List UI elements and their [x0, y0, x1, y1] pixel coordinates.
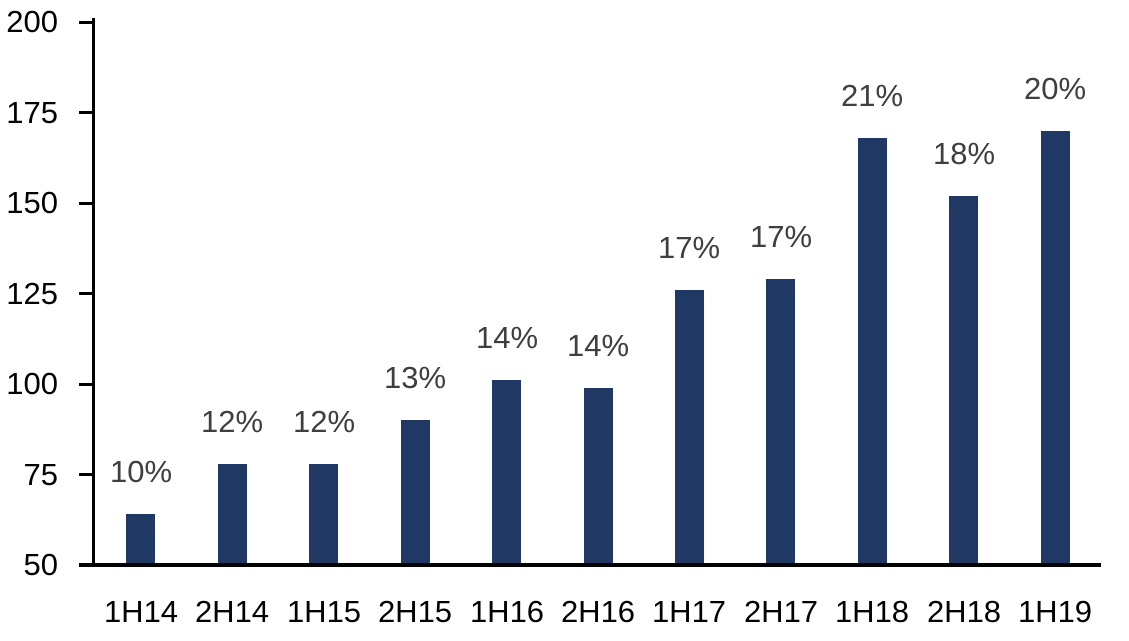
x-axis-category-label: 1H15: [286, 594, 362, 629]
x-axis-category-label: 2H17: [743, 594, 819, 629]
x-axis-category-label: 1H16: [469, 594, 545, 629]
y-axis-tick-label: 200: [6, 4, 58, 39]
bar-value-label: 10%: [109, 454, 173, 489]
y-axis-tick-label: 50: [23, 547, 58, 582]
y-axis-tick: [79, 202, 95, 205]
y-axis-tick: [79, 21, 95, 24]
y-axis-tick-label: 75: [23, 457, 58, 492]
bar-value-label: 13%: [383, 360, 447, 395]
y-axis-tick: [79, 383, 95, 386]
bar: [1041, 131, 1070, 563]
y-axis-tick: [79, 292, 95, 295]
bar-value-label: 12%: [200, 404, 264, 439]
bar-value-label: 18%: [932, 136, 996, 171]
y-axis-tick-label: 125: [6, 276, 58, 311]
bar: [675, 290, 704, 563]
x-axis-category-label: 2H16: [560, 594, 636, 629]
x-axis-category-label: 1H18: [834, 594, 910, 629]
bar: [309, 464, 338, 563]
bar: [218, 464, 247, 563]
bar-value-label: 14%: [475, 320, 539, 355]
bar: [126, 514, 155, 563]
bar: [766, 279, 795, 563]
bar-value-label: 17%: [749, 219, 813, 254]
bar-value-label: 20%: [1023, 71, 1087, 106]
y-axis-tick: [79, 111, 95, 114]
x-axis-category-label: 2H14: [194, 594, 270, 629]
x-axis-category-label: 1H14: [103, 594, 179, 629]
bar-value-label: 14%: [566, 328, 630, 363]
x-axis-category-label: 2H18: [926, 594, 1002, 629]
y-axis-tick-label: 175: [6, 95, 58, 130]
bar: [492, 380, 521, 563]
bar: [858, 138, 887, 563]
bar: [401, 420, 430, 563]
y-axis-tick: [79, 473, 95, 476]
x-axis-category-label: 1H19: [1017, 594, 1093, 629]
bar-value-label: 21%: [840, 78, 904, 113]
y-axis-tick-label: 150: [6, 185, 58, 220]
x-axis-category-label: 2H15: [377, 594, 453, 629]
x-axis-category-label: 1H17: [651, 594, 727, 629]
x-axis-line: [79, 563, 1101, 567]
bar-value-label: 12%: [292, 404, 356, 439]
bar: [949, 196, 978, 563]
y-axis-tick-label: 100: [6, 366, 58, 401]
bar-value-label: 17%: [657, 230, 721, 265]
bar: [584, 388, 613, 563]
